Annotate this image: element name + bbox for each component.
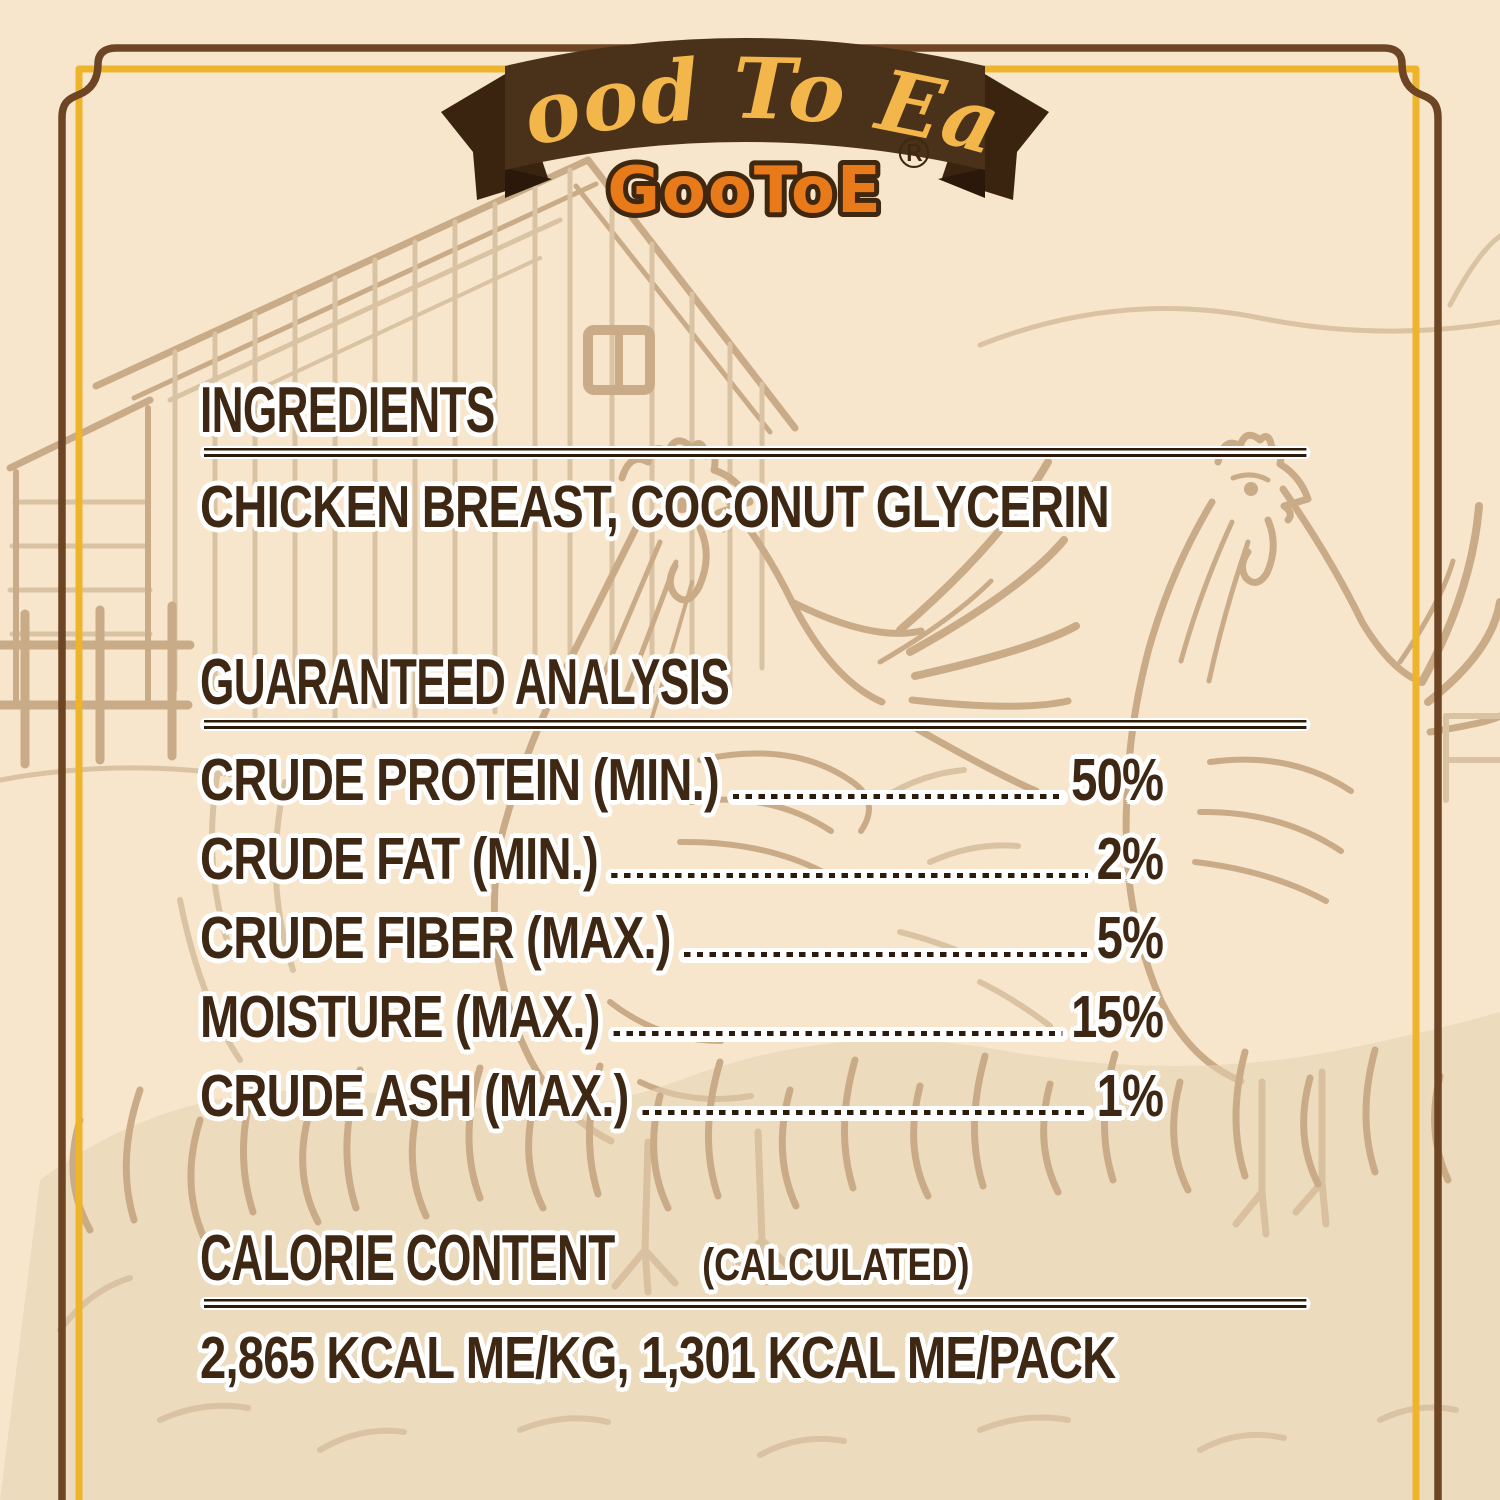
guaranteed-analysis-section: GUARANTEED ANALYSIS CRUDE PROTEIN (MIN.)…: [200, 645, 1311, 1146]
analysis-row: CRUDE FIBER (MAX.) 5%: [200, 904, 1164, 971]
ingredients-list: CHICKEN BREAST, COCONUT GLYCERIN: [200, 473, 1110, 540]
analysis-row: CRUDE PROTEIN (MIN.) 50%: [200, 746, 1164, 813]
dotted-leader: [678, 947, 1094, 963]
analysis-label: CRUDE FAT (MIN.): [200, 825, 599, 892]
analysis-row: CRUDE ASH (MAX.) 1%: [200, 1062, 1164, 1129]
label-content: INGREDIENTS CHICKEN BREAST, COCONUT GLYC…: [200, 0, 1311, 1500]
calorie-qualifier: (CALCULATED): [702, 1239, 970, 1290]
analysis-value: 15%: [1071, 983, 1164, 1050]
analysis-row: CRUDE FAT (MIN.) 2%: [200, 825, 1164, 892]
analysis-label: MOISTURE (MAX.): [200, 983, 600, 1050]
analysis-label: CRUDE PROTEIN (MIN.): [200, 746, 720, 813]
analysis-table: CRUDE PROTEIN (MIN.) 50% CRUDE FAT (MIN.…: [200, 746, 1164, 1129]
heading-underline: [200, 445, 1311, 459]
guaranteed-analysis-heading: GUARANTEED ANALYSIS: [200, 645, 730, 718]
analysis-value: 5%: [1096, 904, 1164, 971]
analysis-value: 1%: [1096, 1062, 1164, 1129]
analysis-row: MOISTURE (MAX.) 15%: [200, 983, 1164, 1050]
analysis-label: CRUDE ASH (MAX.): [200, 1062, 629, 1129]
ingredients-section: INGREDIENTS CHICKEN BREAST, COCONUT GLYC…: [200, 373, 1311, 541]
ingredients-heading: INGREDIENTS: [200, 373, 495, 446]
dotted-leader: [605, 868, 1094, 884]
dotted-leader: [607, 1026, 1068, 1042]
analysis-value: 50%: [1071, 746, 1164, 813]
calorie-heading: CALORIE CONTENT: [200, 1221, 615, 1294]
calorie-content-section: CALORIE CONTENT (CALCULATED) 2,865 KCAL …: [200, 1221, 1311, 1392]
analysis-label: CRUDE FIBER (MAX.): [200, 904, 672, 971]
dotted-leader: [636, 1105, 1094, 1121]
dotted-leader: [726, 789, 1068, 805]
heading-underline: [200, 717, 1311, 731]
analysis-value: 2%: [1096, 825, 1164, 892]
heading-underline: [200, 1297, 1311, 1310]
calorie-value: 2,865 KCAL ME/KG, 1,301 KCAL ME/PACK: [200, 1325, 1116, 1391]
